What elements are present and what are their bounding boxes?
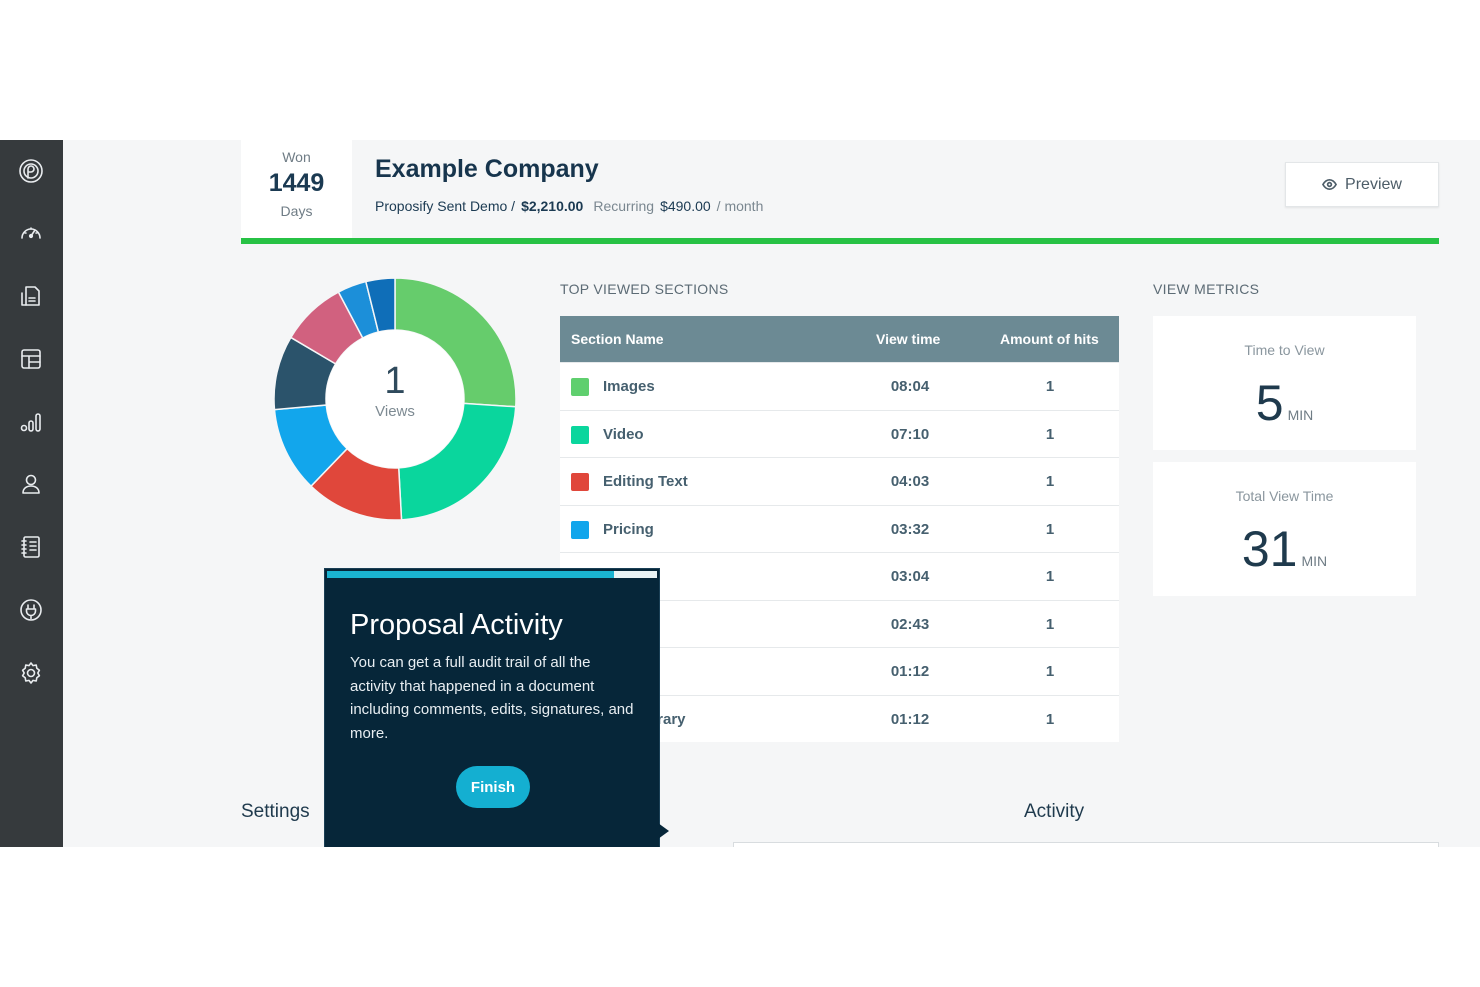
won-days-panel: Won 1449 Days (241, 140, 352, 238)
documents-icon[interactable] (15, 280, 47, 312)
gauge-icon[interactable] (15, 217, 47, 249)
section-color-swatch (571, 520, 589, 539)
time-to-view-card: Time to View 5 MIN (1153, 316, 1416, 450)
days-count: 1449 (268, 169, 325, 197)
app-window: Won 1449 Days Example Company Proposify … (0, 140, 1480, 847)
won-label: Won (282, 149, 311, 165)
preview-label: Preview (1345, 175, 1402, 193)
table-row[interactable]: Pricing 03:32 1 (560, 504, 1119, 552)
tour-popup: Proposal Activity You can get a full aud… (324, 568, 660, 847)
view-time-cell: 07:10 (890, 425, 930, 443)
view-metrics-title: VIEW METRICS (1153, 281, 1260, 297)
hits-cell: 1 (1045, 615, 1055, 633)
hits-cell: 1 (1045, 710, 1055, 728)
table-row[interactable]: Editing Text 04:03 1 (560, 457, 1119, 505)
total-view-time-card: Total View Time 31 MIN (1153, 462, 1416, 596)
eye-icon (1322, 178, 1338, 191)
table-header: Section Name View time Amount of hits (560, 316, 1119, 362)
hits-cell: 1 (1045, 425, 1055, 443)
proposify-logo-icon[interactable] (15, 155, 47, 187)
section-name-cell: Video (603, 425, 644, 443)
plug-icon[interactable] (15, 594, 47, 626)
total-view-time-value: 31 MIN (1153, 520, 1416, 578)
company-name[interactable]: Example Company (375, 155, 599, 183)
section-color-swatch (571, 473, 589, 491)
tour-body: You can get a full audit trail of all th… (350, 654, 634, 742)
section-name-cell: Editing Text (603, 473, 688, 490)
layout-icon[interactable] (15, 343, 47, 375)
time-to-view-value: 5 MIN (1153, 374, 1416, 432)
section-name-cell: Pricing (603, 520, 654, 538)
section-color-swatch (571, 378, 589, 396)
hits-cell: 1 (1045, 520, 1055, 538)
time-to-view-number: 5 (1255, 375, 1284, 431)
table-row[interactable]: Video 07:10 1 (560, 409, 1119, 457)
activity-heading: Activity (1024, 801, 1085, 822)
deal-name[interactable]: Proposify Sent Demo / (375, 198, 516, 214)
section-color-swatch (571, 425, 589, 444)
view-time-cell: 08:04 (890, 378, 930, 395)
tour-pointer-arrow (658, 823, 669, 839)
finish-button[interactable]: Finish (456, 766, 530, 808)
view-time-cell: 03:04 (890, 568, 930, 585)
column-header-amount-of-hits[interactable]: Amount of hits (1000, 331, 1099, 347)
hits-cell: 1 (1045, 473, 1055, 490)
user-icon[interactable] (15, 468, 47, 500)
settings-heading: Settings (241, 801, 310, 822)
time-to-view-unit: MIN (1287, 407, 1314, 423)
activity-panel (733, 842, 1439, 847)
hits-cell: 1 (1045, 378, 1055, 395)
status-bar (241, 238, 1439, 244)
total-view-time-unit: MIN (1301, 553, 1328, 569)
views-label: Views (375, 403, 415, 420)
view-time-cell: 01:12 (890, 710, 930, 728)
view-time-cell: 04:03 (890, 473, 930, 490)
table-row[interactable]: Images 08:04 1 (560, 362, 1119, 410)
view-time-cell: 01:12 (890, 663, 930, 680)
top-viewed-sections-title: TOP VIEWED SECTIONS (560, 281, 729, 297)
section-name-cell: Images (603, 378, 655, 395)
bar-chart-icon[interactable] (15, 406, 47, 438)
recurring-amount: $490.00 (660, 198, 711, 214)
notebook-icon[interactable] (15, 531, 47, 563)
donut-center (326, 330, 464, 468)
column-header-view-time[interactable]: View time (876, 331, 941, 347)
time-to-view-label: Time to View (1244, 342, 1325, 358)
sidebar (0, 140, 63, 847)
deal-amount: $2,210.00 (521, 198, 584, 214)
tour-progress-fill (327, 571, 615, 578)
views-count: 1 (384, 360, 406, 402)
column-header-section-name[interactable]: Section Name (571, 331, 664, 347)
gear-icon[interactable] (15, 657, 47, 689)
hits-cell: 1 (1045, 663, 1055, 680)
sections-table: Section Name View time Amount of hits Im… (560, 316, 1119, 742)
tour-title: Proposal Activity (350, 609, 563, 641)
deal-summary: Proposify Sent Demo / $2,210.00 Recurring $… (375, 198, 769, 214)
total-view-time-number: 31 (1241, 521, 1298, 577)
preview-button[interactable]: Preview (1285, 162, 1439, 207)
view-time-cell: 03:32 (890, 520, 930, 538)
hits-cell: 1 (1045, 568, 1055, 585)
view-time-cell: 02:43 (890, 615, 930, 633)
views-donut-chart (273, 277, 517, 521)
table-body: Images 08:04 1 Video 07:10 1 Editing Text 04:03… (560, 362, 1119, 742)
tour-progress-bar (327, 571, 657, 578)
recurring-label: Recurring (593, 198, 655, 214)
total-view-time-label: Total View Time (1235, 488, 1334, 504)
days-label: Days (280, 203, 313, 219)
recurring-unit: / month (716, 198, 764, 214)
